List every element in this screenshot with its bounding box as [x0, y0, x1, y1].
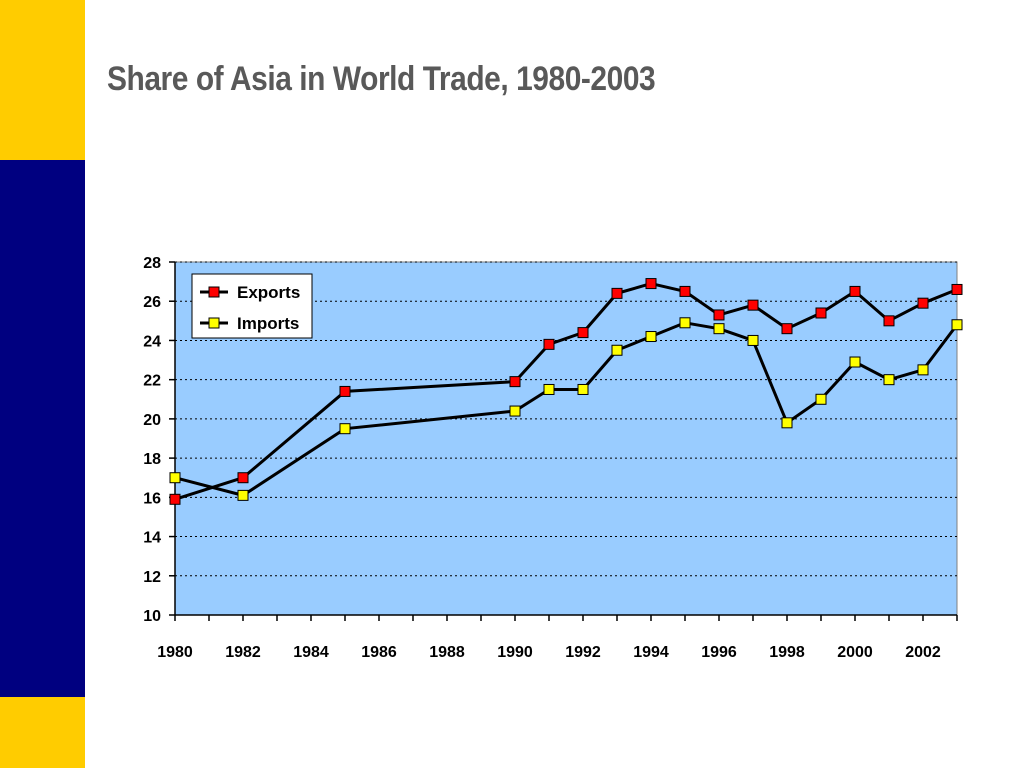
- x-tick-label: 2002: [905, 644, 941, 661]
- imports-point: [339, 423, 351, 435]
- x-tick-label: 1986: [361, 644, 397, 661]
- series-lines: [169, 278, 963, 505]
- y-tick-label: 18: [143, 451, 161, 468]
- y-tick-label: 16: [143, 490, 161, 507]
- x-tick-label: 1998: [769, 644, 805, 661]
- slide-title: Share of Asia in World Trade, 1980-2003: [107, 60, 656, 98]
- imports-point: [917, 364, 929, 376]
- x-tick-label: 2000: [837, 644, 873, 661]
- imports-point: [577, 383, 589, 395]
- exports-point: [951, 283, 963, 295]
- exports-point: [815, 307, 827, 319]
- sidebar-gold-bottom: [0, 697, 85, 768]
- legend-marker: [208, 286, 220, 298]
- imports-point: [237, 489, 249, 501]
- exports-point: [509, 376, 521, 388]
- imports-point: [815, 393, 827, 405]
- exports-point: [645, 278, 657, 290]
- x-tick-label: 1996: [701, 644, 737, 661]
- legend-label: Imports: [237, 314, 299, 333]
- legend-item-exports: Exports: [200, 283, 300, 302]
- exports-point: [849, 285, 861, 297]
- exports-point: [577, 327, 589, 339]
- series-imports: [169, 317, 963, 501]
- imports-point: [951, 319, 963, 331]
- exports-point: [917, 297, 929, 309]
- axes: 10 12 14 16 18 20 22 24 26 28 1980 1982 1984 1986 1988…: [143, 255, 958, 661]
- exports-point: [611, 287, 623, 299]
- x-tick-label: 1984: [293, 644, 329, 661]
- y-tick-label: 10: [143, 608, 161, 625]
- x-tick-label: 1982: [225, 644, 261, 661]
- x-tick-label: 1980: [157, 644, 193, 661]
- y-tick-label: 26: [143, 294, 161, 311]
- exports-point: [679, 285, 691, 297]
- imports-point: [679, 317, 691, 329]
- exports-point: [781, 323, 793, 335]
- y-tick-label: 12: [143, 569, 161, 586]
- legend-marker: [208, 317, 220, 329]
- exports-point: [169, 493, 181, 505]
- imports-point: [713, 323, 725, 335]
- exports-point: [339, 385, 351, 397]
- imports-point: [611, 344, 623, 356]
- legend-item-imports: Imports: [200, 314, 299, 333]
- imports-point: [849, 356, 861, 368]
- y-tick-label: 28: [143, 255, 161, 272]
- y-tick-label: 22: [143, 373, 161, 390]
- series-exports: [169, 278, 963, 505]
- x-tick-label: 1990: [497, 644, 533, 661]
- imports-point: [883, 374, 895, 386]
- x-tick-label: 1992: [565, 644, 601, 661]
- imports-point: [747, 334, 759, 346]
- exports-point: [883, 315, 895, 327]
- imports-point: [543, 383, 555, 395]
- exports-point: [543, 338, 555, 350]
- exports-point: [713, 309, 725, 321]
- gridlines: [175, 261, 957, 577]
- imports-point: [781, 417, 793, 429]
- y-tick-label: 20: [143, 412, 161, 429]
- legend-label: Exports: [237, 283, 300, 302]
- imports-point: [645, 331, 657, 343]
- y-tick-label: 24: [143, 333, 161, 350]
- exports-point: [237, 472, 249, 484]
- sidebar-navy-band: [0, 160, 85, 697]
- imports-point: [169, 472, 181, 484]
- exports-point: [747, 299, 759, 311]
- imports-point: [509, 405, 521, 417]
- x-tick-label: 1994: [633, 644, 669, 661]
- x-tick-label: 1988: [429, 644, 465, 661]
- sidebar-gold-top: [0, 0, 85, 160]
- y-tick-label: 14: [143, 530, 161, 547]
- legend: Exports Imports: [191, 273, 313, 339]
